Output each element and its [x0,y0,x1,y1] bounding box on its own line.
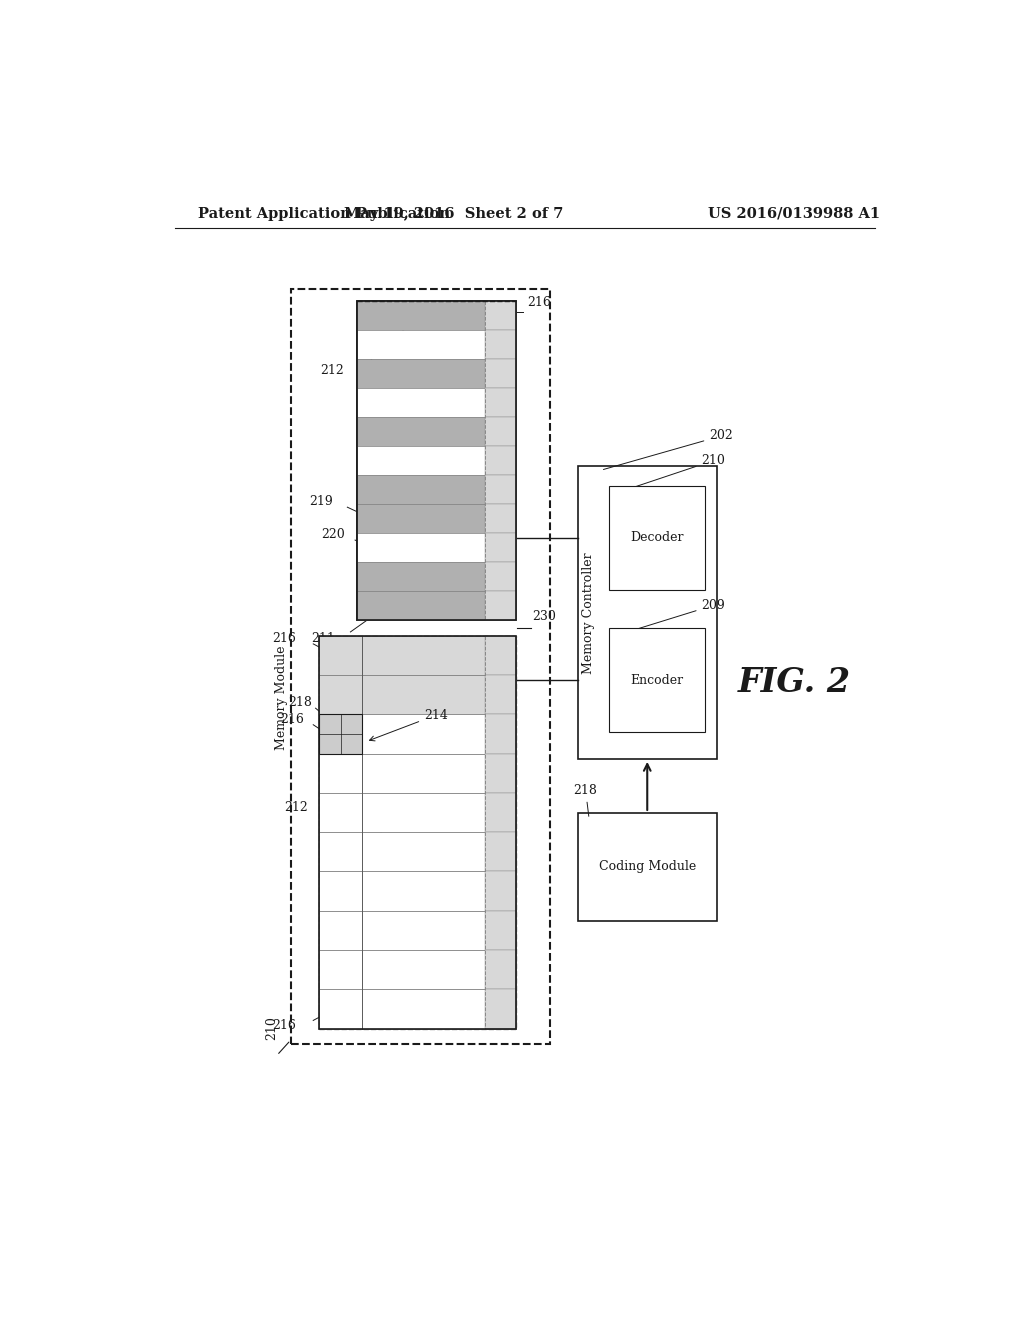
Bar [319,636,515,1028]
Bar [319,989,362,1028]
Bar [484,636,515,675]
Bar [356,359,515,388]
Bar [319,636,362,675]
Text: 218: 218 [288,696,311,709]
Bar [362,950,515,989]
Text: 216: 216 [280,713,304,726]
Text: FIG. 2: FIG. 2 [738,665,851,698]
Bar [484,562,515,591]
Bar [484,388,515,417]
Bar [356,591,515,620]
Text: Coding Module: Coding Module [599,861,696,874]
Text: 219: 219 [309,495,334,508]
Bar [362,793,515,832]
Text: US 2016/0139988 A1: US 2016/0139988 A1 [709,207,881,220]
Text: 216: 216 [527,296,551,309]
Bar [319,675,362,714]
Bar [484,911,515,950]
Bar [484,675,515,714]
Bar [484,417,515,446]
Bar [362,871,515,911]
Bar [484,793,515,832]
Bar [484,301,515,330]
Text: 216: 216 [272,632,296,645]
Bar [484,754,515,793]
Bar [356,475,515,504]
Bar [484,832,515,871]
Bar [484,359,515,388]
Bar [578,813,717,921]
Bar [362,636,515,675]
Bar [356,417,515,446]
Bar [319,714,362,754]
Text: 218: 218 [573,784,597,816]
Text: 209: 209 [623,599,725,634]
Text: 230: 230 [532,610,556,623]
Text: 220: 220 [322,528,345,541]
Text: 210: 210 [623,454,725,491]
Bar [356,562,515,591]
Text: Patent Application Publication: Patent Application Publication [198,207,450,220]
Text: 210: 210 [265,1016,278,1040]
Bar [356,330,515,359]
Text: Encoder: Encoder [631,673,683,686]
Bar [484,330,515,359]
Bar [319,911,362,950]
Bar [484,533,515,562]
Text: 214: 214 [370,709,447,741]
Text: 211: 211 [311,631,335,644]
Bar [484,475,515,504]
Bar [319,793,362,832]
Bar [484,591,515,620]
Bar [356,446,515,475]
Bar [319,714,362,754]
Bar [362,832,515,871]
Text: 212: 212 [284,801,308,814]
Text: 216: 216 [272,1019,296,1032]
Text: May 19, 2016  Sheet 2 of 7: May 19, 2016 Sheet 2 of 7 [344,207,563,220]
Bar [362,714,515,754]
Bar [484,446,515,475]
Bar [608,486,706,590]
Bar [484,714,515,754]
Bar [484,989,515,1028]
Bar [608,628,706,733]
Text: Memory Controller: Memory Controller [582,552,595,673]
Bar [319,950,362,989]
Bar [356,504,515,533]
Bar [319,871,362,911]
Bar [356,301,515,330]
Text: Decoder: Decoder [630,531,684,544]
Text: 202: 202 [603,429,733,470]
Bar [484,504,515,533]
Bar [484,871,515,911]
Bar [319,754,362,793]
Bar [362,675,515,714]
Text: Memory Module: Memory Module [275,645,288,750]
Bar [362,911,515,950]
Bar [356,301,515,620]
Bar [356,301,515,620]
Bar [291,289,550,1044]
Bar [362,754,515,793]
Bar [319,832,362,871]
Bar [356,533,515,562]
Bar [356,388,515,417]
Bar [362,989,515,1028]
Bar [578,466,717,759]
Text: 212: 212 [319,363,343,376]
Bar [319,636,515,1028]
Bar [484,950,515,989]
